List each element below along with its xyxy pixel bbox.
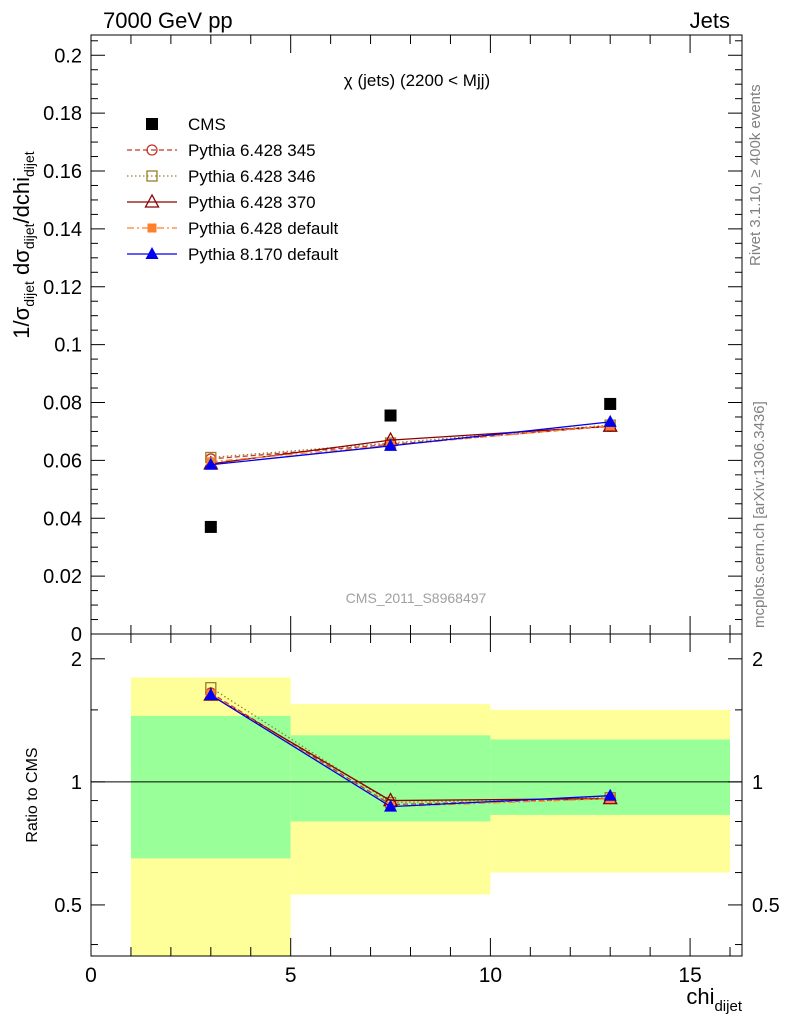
- main-y-tick-label: 0.16: [43, 161, 82, 183]
- ylabel-sub-3: dijet: [21, 151, 37, 177]
- header-jets-label: Jets: [690, 8, 730, 33]
- ratio-marker-p8def: [204, 688, 218, 701]
- x-tick-label: 5: [285, 964, 297, 987]
- ratio-series-p8def: [204, 688, 617, 812]
- main-y-tick-label: 0.04: [43, 508, 82, 530]
- ratio-y-tick-label: 2: [71, 649, 82, 671]
- legend-marker-p346: [146, 170, 158, 182]
- main-y-tick-label: 0.12: [43, 277, 82, 299]
- xlabel-main: chi: [686, 984, 714, 1009]
- main-chart-title: χ (jets) (2200 < Mjj): [344, 71, 490, 90]
- main-y-tick-label: 0.06: [43, 450, 82, 472]
- ratio-plot-frame: [90, 633, 743, 957]
- ylabel-part-1: 1/σ: [9, 306, 34, 338]
- legend-label-p8def: Pythia 8.170 default: [188, 245, 339, 264]
- ratio-y-tick-label: 1: [71, 772, 82, 794]
- x-tick-label: 0: [85, 964, 97, 987]
- main-marker-cms: [384, 409, 397, 422]
- header-energy-label: 7000 GeV pp: [103, 8, 233, 33]
- ratio-y-tick-label: 0.5: [54, 895, 82, 917]
- main-marker-cms: [204, 520, 217, 533]
- main-y-tick-label: 0.14: [43, 219, 82, 241]
- legend-item-p8def: Pythia 8.170 default: [127, 245, 339, 264]
- x-tick-label: 15: [678, 964, 701, 987]
- ratio-panel: 0.5 0.5 1 1 2 2 0 5 10 15 Ratio to CMS chidijet: [24, 633, 780, 1015]
- main-y-tick-label: 0.08: [43, 393, 82, 415]
- main-marker-p8def: [384, 438, 398, 451]
- ratio-marker-p8def: [603, 788, 617, 801]
- ratio-x-axis: 0 5 10 15: [85, 634, 731, 987]
- ratio-uncertainty-bands: [130, 677, 731, 956]
- legend-label-cms: CMS: [188, 115, 226, 134]
- legend-item-p345: Pythia 6.428 345: [127, 141, 316, 160]
- ylabel-part-3: /dchi: [9, 177, 34, 223]
- main-y-tick-label: 0: [71, 624, 82, 646]
- main-series-p8def: [204, 414, 617, 470]
- legend-label-p346: Pythia 6.428 346: [188, 167, 316, 186]
- legend-label-p6def: Pythia 6.428 default: [188, 219, 339, 238]
- analysis-watermark: CMS_2011_S8968497: [346, 590, 487, 606]
- main-series-cms: [204, 397, 617, 533]
- ratio-marker-p8def: [384, 799, 398, 812]
- legend-item-p346: Pythia 6.428 346: [127, 167, 316, 186]
- main-x-ticks: [90, 35, 731, 634]
- ratio-y-tick-label-right: 2: [752, 649, 763, 671]
- legend-marker-cms: [146, 118, 158, 130]
- ratio-y-axis: 0.5 0.5 1 1 2 2: [54, 649, 780, 946]
- main-y-tick-label: 0.1: [54, 335, 82, 357]
- x-tick-label: 10: [479, 964, 502, 987]
- ratio-y-axis-label: Ratio to CMS: [24, 747, 41, 842]
- legend: CMS Pythia 6.428 345 Pythia 6.428 346 Pythi…: [127, 115, 339, 264]
- ratio-band-inner: [130, 715, 291, 859]
- legend-item-p370: Pythia 6.428 370: [127, 193, 316, 212]
- legend-label-p345: Pythia 6.428 345: [188, 141, 316, 160]
- main-series-line-p8def: [210, 421, 611, 466]
- legend-marker-p6def: [147, 223, 157, 233]
- x-axis-label: chidijet: [686, 984, 742, 1015]
- legend-item-cms: CMS: [146, 115, 226, 134]
- ylabel-sub-2: dijet: [21, 223, 37, 249]
- legend-label-p370: Pythia 6.428 370: [188, 193, 316, 212]
- main-y-tick-label: 0.2: [54, 45, 82, 67]
- ylabel-sub-1: dijet: [21, 281, 37, 307]
- ratio-series-group: [203, 682, 618, 812]
- mcplots-label: mcplots.cern.ch [arXiv:1306.3436]: [751, 401, 768, 628]
- rivet-version-label: Rivet 3.1.10, ≥ 400k events: [747, 84, 764, 266]
- xlabel-sub: dijet: [714, 998, 742, 1015]
- legend-marker-p8def: [145, 247, 159, 259]
- main-y-axis: 0 0.02 0.04 0.06 0.08 0.1 0.12 0.14 0.16 0.18 0.2: [43, 40, 742, 646]
- main-marker-p8def: [603, 414, 617, 427]
- legend-marker-p370: [144, 193, 160, 208]
- ylabel-part-2: dσ: [9, 249, 34, 281]
- legend-marker-p345: [146, 144, 158, 156]
- main-marker-cms: [604, 397, 617, 410]
- main-series-group: [203, 397, 618, 533]
- main-panel: 00.020.040.060.080.10.120.140.160.180.2 …: [9, 34, 743, 646]
- legend-item-p6def: Pythia 6.428 default: [127, 219, 339, 238]
- ratio-y-tick-label-right: 0.5: [752, 895, 780, 917]
- main-marker-p8def: [204, 457, 218, 470]
- main-y-tick-label: 0.18: [43, 103, 82, 125]
- ratio-y-tick-label-right: 1: [752, 772, 763, 794]
- main-y-tick-label: 0.02: [43, 566, 82, 588]
- main-y-axis-label: 1/σdijet dσdijet/dchidijet: [9, 151, 37, 339]
